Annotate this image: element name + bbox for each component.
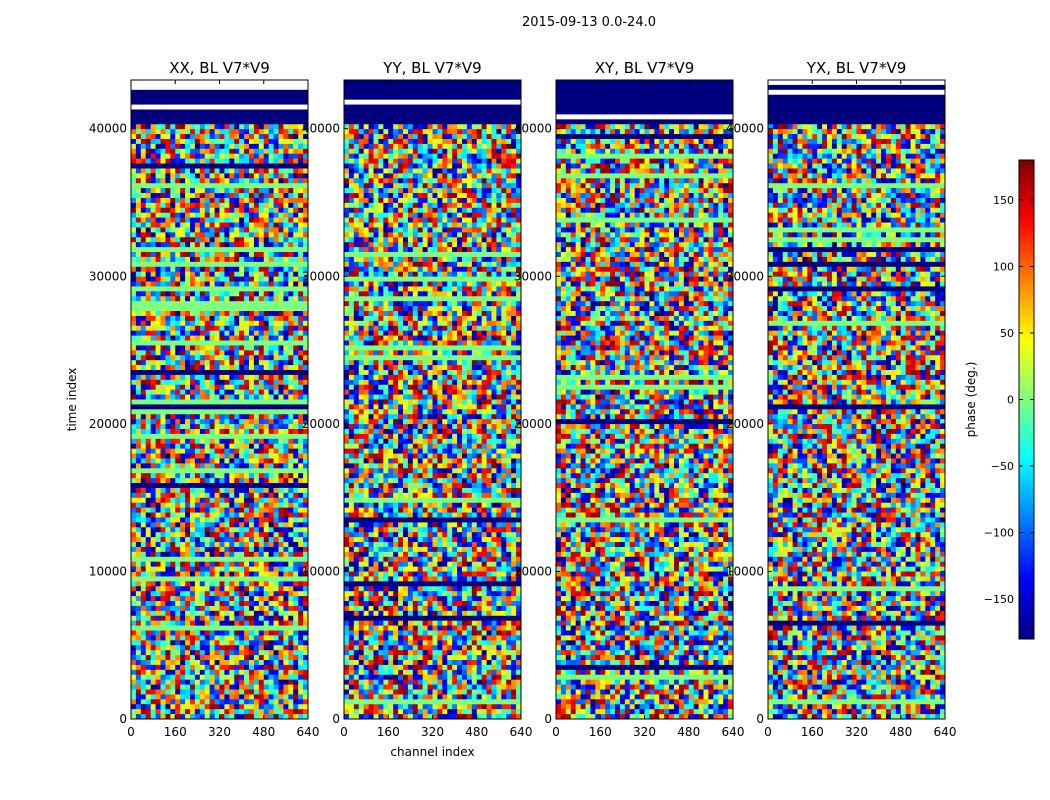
x-tick-label: 0 xyxy=(552,725,560,739)
x-tick-label: 480 xyxy=(677,725,700,739)
y-tick-label: 0 xyxy=(544,712,552,726)
x-tick-label: 320 xyxy=(633,725,656,739)
panel-4: YX, BL V7*V9 0 160 320 480 640 0 10000 20000 3000… xyxy=(726,59,957,739)
x-tick-label: 160 xyxy=(377,725,400,739)
figure-suptitle: 2015-09-13 0.0-24.0 xyxy=(522,15,656,30)
colorbar: −150 −100 −50 0 50 100 150 phase (deg.) xyxy=(964,159,1035,640)
x-axis-label: channel index xyxy=(390,745,474,759)
x-tick-label: 480 xyxy=(465,725,488,739)
colorbar-tick-label: 100 xyxy=(993,260,1014,273)
x-tick-label: 160 xyxy=(164,725,187,739)
x-tick-label: 320 xyxy=(208,725,231,739)
panel-2: YY, BL V7*V9 0 160 320 480 640 0 10000 20000 3000… xyxy=(302,59,533,759)
panel-title: XX, BL V7*V9 xyxy=(169,59,270,77)
colorbar-tick-label: 150 xyxy=(993,194,1014,207)
y-tick-label: 40000 xyxy=(89,122,127,136)
x-tick-label: 0 xyxy=(340,725,348,739)
x-tick-label: 640 xyxy=(297,725,320,739)
y-tick-label: 40000 xyxy=(726,122,764,136)
y-tick-label: 0 xyxy=(119,712,127,726)
y-tick-label: 30000 xyxy=(514,269,552,283)
y-tick-label: 30000 xyxy=(726,269,764,283)
colorbar-tick-label: −100 xyxy=(984,527,1014,540)
x-tick-label: 640 xyxy=(722,725,745,739)
panel-title: YY, BL V7*V9 xyxy=(382,59,481,77)
y-tick-label: 20000 xyxy=(726,417,764,431)
y-tick-label: 30000 xyxy=(302,269,340,283)
y-tick-label: 10000 xyxy=(302,564,340,578)
panel-3: XY, BL V7*V9 0 160 320 480 640 0 10000 20000 3000… xyxy=(514,59,745,739)
x-tick-label: 0 xyxy=(764,725,772,739)
panel-title: YX, BL V7*V9 xyxy=(806,59,907,77)
x-tick-label: 160 xyxy=(589,725,612,739)
y-tick-label: 10000 xyxy=(514,564,552,578)
x-tick-label: 320 xyxy=(421,725,444,739)
y-tick-label: 10000 xyxy=(89,564,127,578)
x-tick-label: 480 xyxy=(889,725,912,739)
panel-1: XX, BL V7*V9 0 160 320 480 640 0 10000 20000 3000… xyxy=(65,59,319,739)
y-tick-label: 40000 xyxy=(514,122,552,136)
panel-title: XY, BL V7*V9 xyxy=(595,59,695,77)
phase-image xyxy=(768,80,945,719)
x-tick-label: 320 xyxy=(845,725,868,739)
colorbar-label: phase (deg.) xyxy=(964,362,978,438)
x-tick-label: 640 xyxy=(510,725,533,739)
colorbar-tick-label: −50 xyxy=(991,460,1014,473)
y-tick-label: 10000 xyxy=(726,564,764,578)
colorbar-tick-label: 50 xyxy=(1000,327,1014,340)
colorbar-tick-label: −150 xyxy=(984,593,1014,606)
x-tick-label: 160 xyxy=(801,725,824,739)
phase-image xyxy=(344,80,521,719)
y-tick-label: 0 xyxy=(756,712,764,726)
heatmap-panels: XX, BL V7*V9 0 160 320 480 640 0 10000 20000 3000… xyxy=(65,59,956,759)
y-tick-label: 40000 xyxy=(302,122,340,136)
x-tick-label: 0 xyxy=(127,725,135,739)
colorbar-tick-label: 0 xyxy=(1007,394,1014,407)
y-tick-label: 0 xyxy=(332,712,340,726)
phase-image xyxy=(131,80,308,719)
y-tick-label: 20000 xyxy=(302,417,340,431)
x-tick-label: 640 xyxy=(934,725,957,739)
phase-image xyxy=(556,80,733,719)
y-tick-label: 20000 xyxy=(89,417,127,431)
y-axis-label: time index xyxy=(65,368,79,432)
x-tick-label: 480 xyxy=(252,725,275,739)
y-tick-label: 30000 xyxy=(89,269,127,283)
y-tick-label: 20000 xyxy=(514,417,552,431)
